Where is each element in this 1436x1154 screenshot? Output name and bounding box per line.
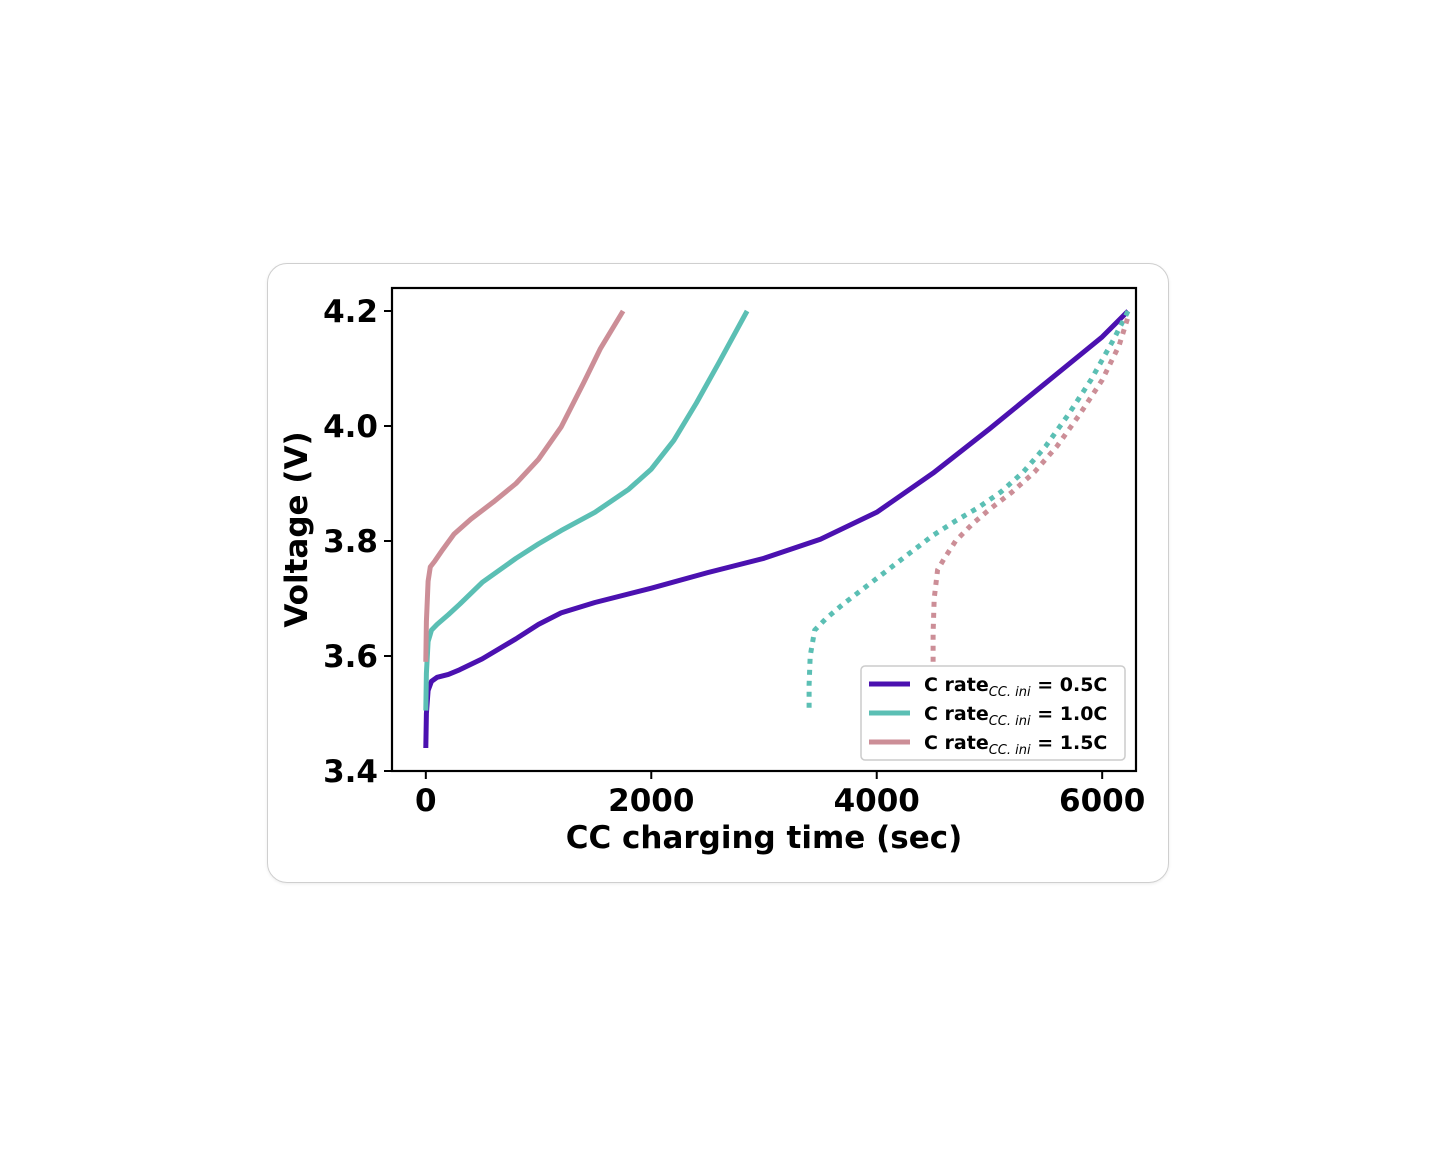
x-tick-label: 6000 — [1059, 783, 1145, 819]
series-line-3 — [423, 309, 626, 662]
y-axis-label: Voltage (V) — [279, 431, 315, 627]
y-tick-label: 4.2 — [323, 294, 378, 330]
x-tick-label: 2000 — [608, 783, 694, 819]
y-tick-label: 4.0 — [323, 409, 378, 445]
y-tick-label: 3.8 — [323, 524, 378, 560]
series-line-1 — [423, 309, 1130, 749]
y-tick-label: 3.6 — [323, 639, 378, 675]
series-line-4-dotted — [806, 309, 1131, 708]
legend-label: C rateCC. ini = 1.5C — [924, 732, 1107, 758]
series-line-2 — [423, 309, 750, 711]
x-tick-label: 0 — [415, 783, 437, 819]
ticks-layer: 0 2000 4000 6000 3.4 3.6 3.8 4.0 4.2 — [323, 294, 1145, 819]
series-line-5-dotted — [930, 315, 1131, 662]
legend: C rateCC. ini = 0.5C C rateCC. ini = 1.0C… — [860, 665, 1126, 761]
legend-label: C rateCC. ini = 0.5C — [924, 674, 1107, 700]
legend-box — [860, 665, 1126, 761]
plot-frame — [390, 286, 1138, 773]
y-tick-label: 3.4 — [323, 754, 378, 790]
series-layer — [423, 309, 1131, 749]
x-axis-label: CC charging time (sec) — [566, 820, 963, 856]
legend-label: C rateCC. ini = 1.0C — [924, 703, 1107, 729]
x-tick-label: 4000 — [834, 783, 920, 819]
